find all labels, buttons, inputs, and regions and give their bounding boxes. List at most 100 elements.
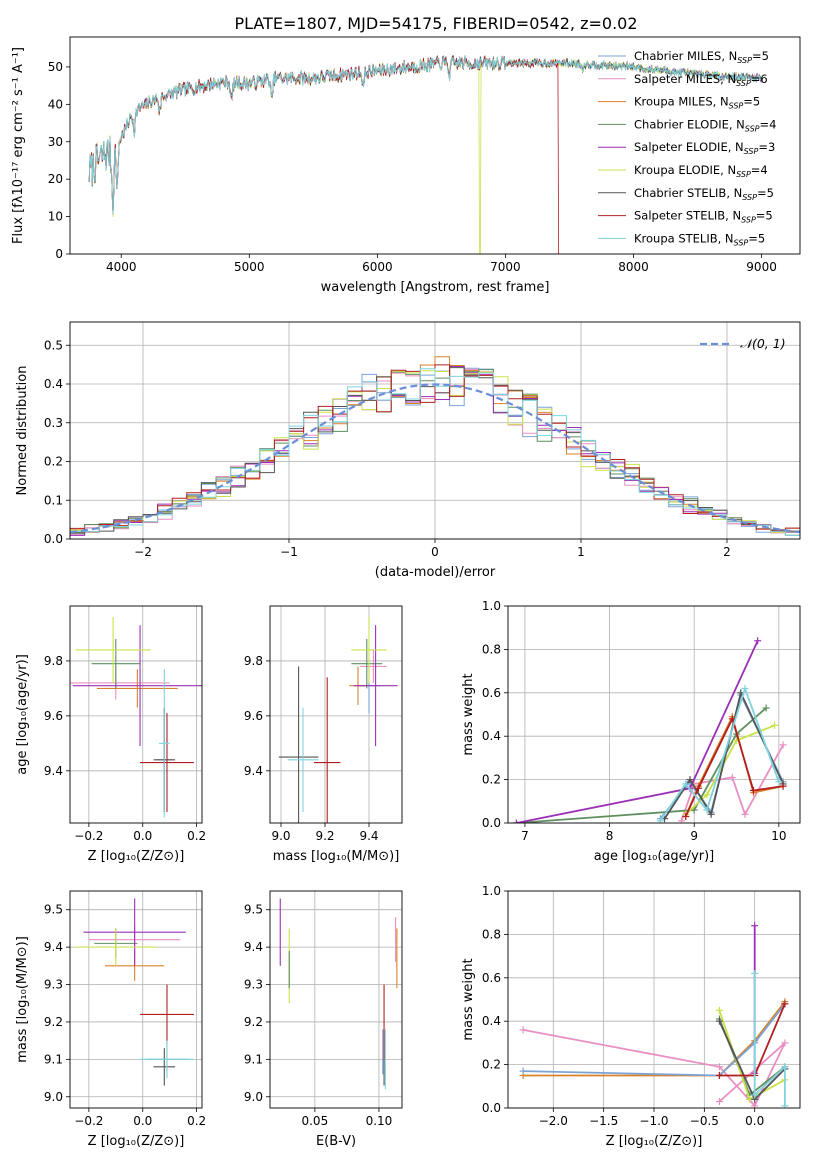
normal-curve	[70, 383, 800, 534]
x-tick-label: 0	[431, 545, 439, 559]
y-tick-label: 10	[48, 210, 63, 224]
y-tick-label: 0.0	[482, 1101, 501, 1115]
y-tick-label: 9.4	[244, 940, 263, 954]
legend-subscript: SSP	[729, 102, 744, 111]
y-tick-label: 30	[48, 135, 63, 149]
age-vs-Z-plot-area	[70, 616, 202, 818]
mass-weight-series-line	[753, 973, 786, 1106]
x-tick-label: 9.2	[315, 829, 334, 843]
y-tick-label: 9.5	[44, 903, 63, 917]
mass-weight-vs-Z-panel: −2.0 −1.5 −1.0 −0.5 0.0 0.0 0.2 0.4 0.6 0.8 1.0 Z […	[461, 884, 801, 1149]
spectrum-panel: 4000 5000 6000 7000 8000 9000 0 10 20 30 40 50 wavel…	[11, 36, 801, 295]
y-tick-label: 9.8	[44, 654, 63, 668]
mass-vs-Z-plot-area	[75, 898, 194, 1086]
spectrum-legend: Chabrier MILES, NSSP=5 Salpeter MILES, NS…	[598, 49, 776, 247]
legend-entry: Salpeter MILES, NSSP=6	[634, 72, 768, 88]
y-axis-label: mass [log₁₀(M/M⊙)]	[15, 936, 30, 1063]
legend-subscript: SSP	[736, 79, 751, 88]
axes-frame	[69, 890, 203, 1109]
mass-weight-series-line	[718, 1020, 786, 1101]
x-tick-label: 5000	[234, 260, 265, 274]
y-tick-label: 0.5	[44, 338, 63, 352]
x-tick-label: 2	[723, 545, 731, 559]
mass-weight-series-line	[516, 707, 767, 823]
y-tick-label: 0.0	[44, 532, 63, 546]
legend-count: =4	[760, 117, 777, 131]
x-tick-label: 0.0	[133, 1114, 152, 1128]
x-axis-label: mass [log₁₀(M/M⊙)]	[273, 849, 400, 864]
legend-count: =6	[751, 72, 768, 86]
y-tick-label: 9.5	[244, 903, 263, 917]
spectrum-series-line	[88, 55, 762, 214]
x-tick-label: 4000	[106, 260, 137, 274]
y-tick-label: 1.0	[482, 884, 501, 898]
residuals-plot-area	[70, 356, 800, 536]
legend-subscript: SSP	[736, 170, 751, 179]
legend-subscript: SSP	[741, 216, 756, 225]
y-tick-label: 0.1	[44, 493, 63, 507]
legend-entry: Chabrier ELODIE, NSSP=4	[634, 117, 776, 133]
x-tick-label: 9.4	[359, 829, 378, 843]
mass-vs-EBV-panel: 0.05 0.10 9.0 9.1 9.2 9.3 9.4 9.5 E(B-V)	[244, 890, 403, 1149]
y-tick-label: 40	[48, 97, 63, 111]
y-tick-label: 0	[55, 247, 63, 261]
y-tick-label: 9.1	[44, 1052, 63, 1066]
y-axis-label: Flux [fλ10⁻¹⁷ erg cm⁻² s⁻¹ A⁻¹]	[11, 47, 26, 244]
x-tick-label: 8000	[618, 260, 649, 274]
y-tick-label: 9.2	[244, 1015, 263, 1029]
axes-frame	[269, 605, 403, 824]
legend-count: =5	[752, 49, 769, 63]
y-tick-label: 9.6	[44, 709, 63, 723]
x-axis-label: age [log₁₀(age/yr)]	[594, 849, 715, 864]
legend-subscript: SSP	[734, 238, 749, 247]
y-tick-label: 9.2	[44, 1015, 63, 1029]
y-tick-label: 0.8	[482, 642, 501, 656]
x-axis-label: Z [log₁₀(Z/Z⊙)]	[606, 1134, 703, 1149]
x-axis-label: wavelength [Angstrom, rest frame]	[321, 280, 550, 295]
y-axis-label: mass weight	[461, 673, 476, 755]
y-tick-label: 1.0	[482, 599, 501, 613]
legend-entry: 𝒩(0, 1)	[740, 336, 786, 351]
legend-entry: Chabrier MILES, NSSP=5	[634, 49, 769, 65]
x-tick-label: −2.0	[539, 1114, 568, 1128]
y-tick-label: 9.4	[244, 764, 263, 778]
x-tick-label: −1.0	[639, 1114, 668, 1128]
residual-histogram	[70, 368, 800, 536]
y-tick-label: 9.3	[44, 978, 63, 992]
y-tick-label: 9.3	[244, 978, 263, 992]
axes-frame	[507, 890, 801, 1109]
legend-entry: Kroupa MILES, NSSP=5	[634, 95, 760, 111]
legend-count: =5	[743, 95, 760, 109]
y-axis-label: Normed distribution	[15, 366, 30, 496]
legend-entry: Kroupa ELODIE, NSSP=4	[634, 163, 768, 179]
age-vs-mass-plot-area	[278, 616, 398, 823]
legend-entry: Kroupa STELIB, NSSP=5	[634, 231, 765, 247]
y-tick-label: 0.4	[44, 377, 63, 391]
figure-title: PLATE=1807, MJD=54175, FIBERID=0542, z=0…	[234, 14, 637, 33]
y-tick-label: 20	[48, 172, 63, 186]
x-axis-label: E(B-V)	[316, 1134, 356, 1149]
y-tick-label: 0.2	[482, 773, 501, 787]
age-vs-mass-panel: 9.0 9.2 9.4 9.4 9.6 9.8 mass [log₁₀(M/M⊙)]	[244, 605, 403, 864]
x-tick-label: 8	[606, 829, 614, 843]
legend-count: =4	[751, 163, 768, 177]
age-vs-Z-panel: −0.2 0.0 0.2 9.4 9.6 9.8 Z [log₁₀(Z/Z⊙)] age [l…	[15, 605, 206, 864]
y-tick-label: 9.0	[44, 1090, 63, 1104]
y-tick-label: 0.3	[44, 416, 63, 430]
mass-weight-vs-Z-plot-area	[519, 922, 789, 1108]
x-tick-label: 9.0	[271, 829, 290, 843]
x-tick-label: 0.2	[187, 1114, 206, 1128]
legend-subscript: SSP	[742, 193, 757, 202]
legend-subscript: SSP	[744, 147, 759, 156]
y-tick-label: 0.8	[482, 927, 501, 941]
y-axis-label: age [log₁₀(age/yr)]	[15, 654, 30, 775]
x-axis-label: Z [log₁₀(Z/Z⊙)]	[88, 1134, 185, 1149]
mass-weight-series-line	[516, 640, 759, 823]
y-tick-label: 9.4	[44, 764, 63, 778]
axes-frame	[69, 321, 801, 540]
x-tick-label: −0.5	[690, 1114, 719, 1128]
axes-frame	[269, 890, 403, 1109]
y-tick-label: 50	[48, 60, 63, 74]
x-tick-label: 9000	[746, 260, 777, 274]
x-tick-label: 0.10	[366, 1114, 393, 1128]
